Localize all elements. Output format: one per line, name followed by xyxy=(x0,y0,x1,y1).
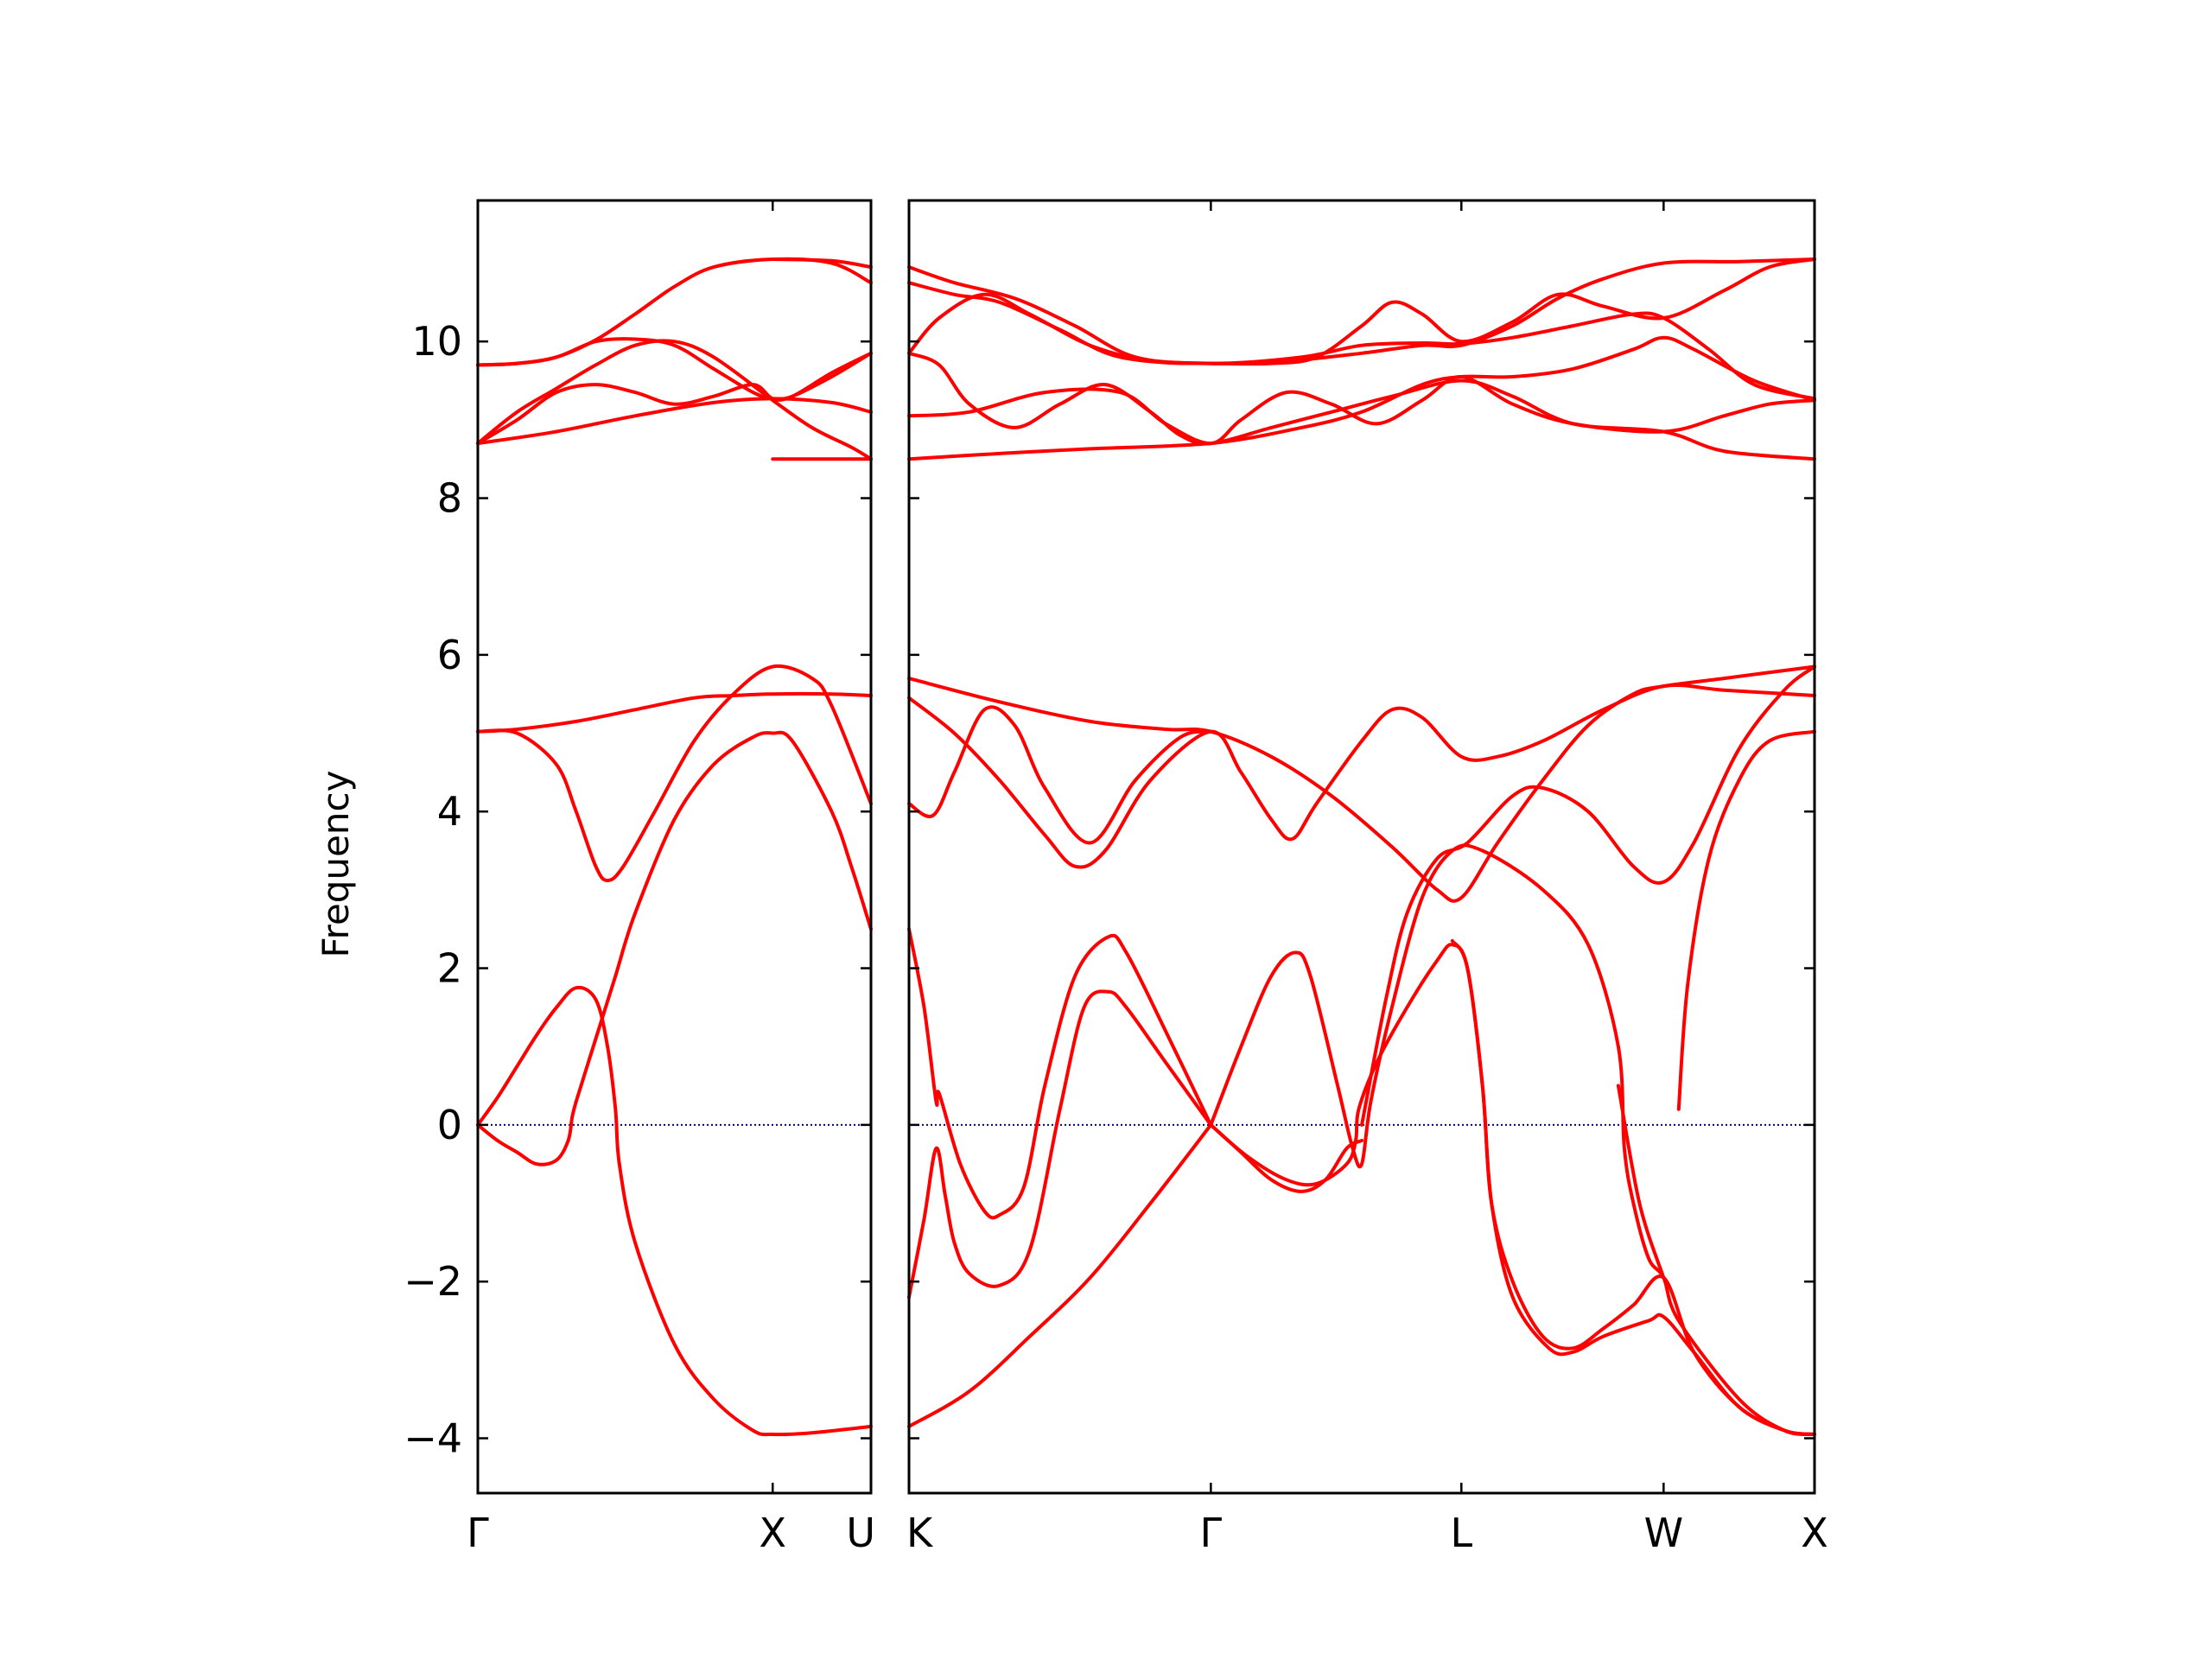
x-tick-label: Γ xyxy=(467,1510,489,1556)
band-left-7 xyxy=(476,339,873,461)
band-right-12 xyxy=(907,705,1213,845)
y-tick-label: 6 xyxy=(437,632,462,678)
band-right-3 xyxy=(1209,943,1816,1436)
band-left-4 xyxy=(476,691,873,734)
x-tick-label: W xyxy=(1644,1510,1683,1556)
band-right-11 xyxy=(907,683,1816,869)
x-tick-label: X xyxy=(1801,1510,1828,1556)
band-right-0 xyxy=(907,1122,1213,1428)
band-left-0 xyxy=(476,1099,578,1166)
band-left-9 xyxy=(476,257,873,367)
x-tick-label: K xyxy=(906,1510,934,1556)
band-right-6 xyxy=(1450,938,1816,1436)
x-tick-label: X xyxy=(759,1510,786,1556)
band-right-15 xyxy=(907,351,1816,461)
y-tick-label: 2 xyxy=(437,945,462,992)
band-right-18 xyxy=(907,257,1816,365)
tick-labels: Γ X U K Γ L W X −4 −2 0 2 4 6 8 10 xyxy=(404,318,1828,1556)
axes xyxy=(476,199,1816,1495)
y-axis-label: Frequency xyxy=(315,771,357,958)
band-right-17 xyxy=(907,281,1816,401)
y-tick-label: 8 xyxy=(437,475,462,522)
x-tick-label: L xyxy=(1450,1510,1472,1556)
band-right-4 xyxy=(1209,843,1816,1437)
band-right-9 xyxy=(1676,729,1816,1111)
band-right-13 xyxy=(907,335,1816,461)
y-tick-label: 4 xyxy=(437,788,462,835)
y-tick-label: −4 xyxy=(404,1415,462,1462)
band-lines xyxy=(476,257,1816,1437)
y-tick-label: −2 xyxy=(404,1258,462,1305)
band-right-8 xyxy=(1360,664,1816,1127)
band-right-7 xyxy=(1616,1084,1666,1280)
x-tick-label: Γ xyxy=(1200,1510,1223,1556)
band-left-3 xyxy=(476,664,873,882)
band-right-1 xyxy=(907,989,1213,1300)
band-right-10 xyxy=(907,664,1816,903)
y-tick-label: 0 xyxy=(437,1102,462,1148)
x-tick-label: U xyxy=(846,1510,875,1556)
band-right-2 xyxy=(907,927,1213,1220)
axes-frame-right xyxy=(907,199,1816,1495)
band-left-2 xyxy=(476,985,873,1437)
axes-frame-left xyxy=(476,199,873,1495)
band-left-8 xyxy=(476,337,873,401)
band-left-11 xyxy=(771,257,873,270)
band-left-1 xyxy=(574,730,873,1103)
band-left-5 xyxy=(476,397,873,446)
band-right-14 xyxy=(907,374,1816,446)
band-right-5 xyxy=(1209,1122,1363,1193)
y-tick-label: 10 xyxy=(411,318,462,365)
